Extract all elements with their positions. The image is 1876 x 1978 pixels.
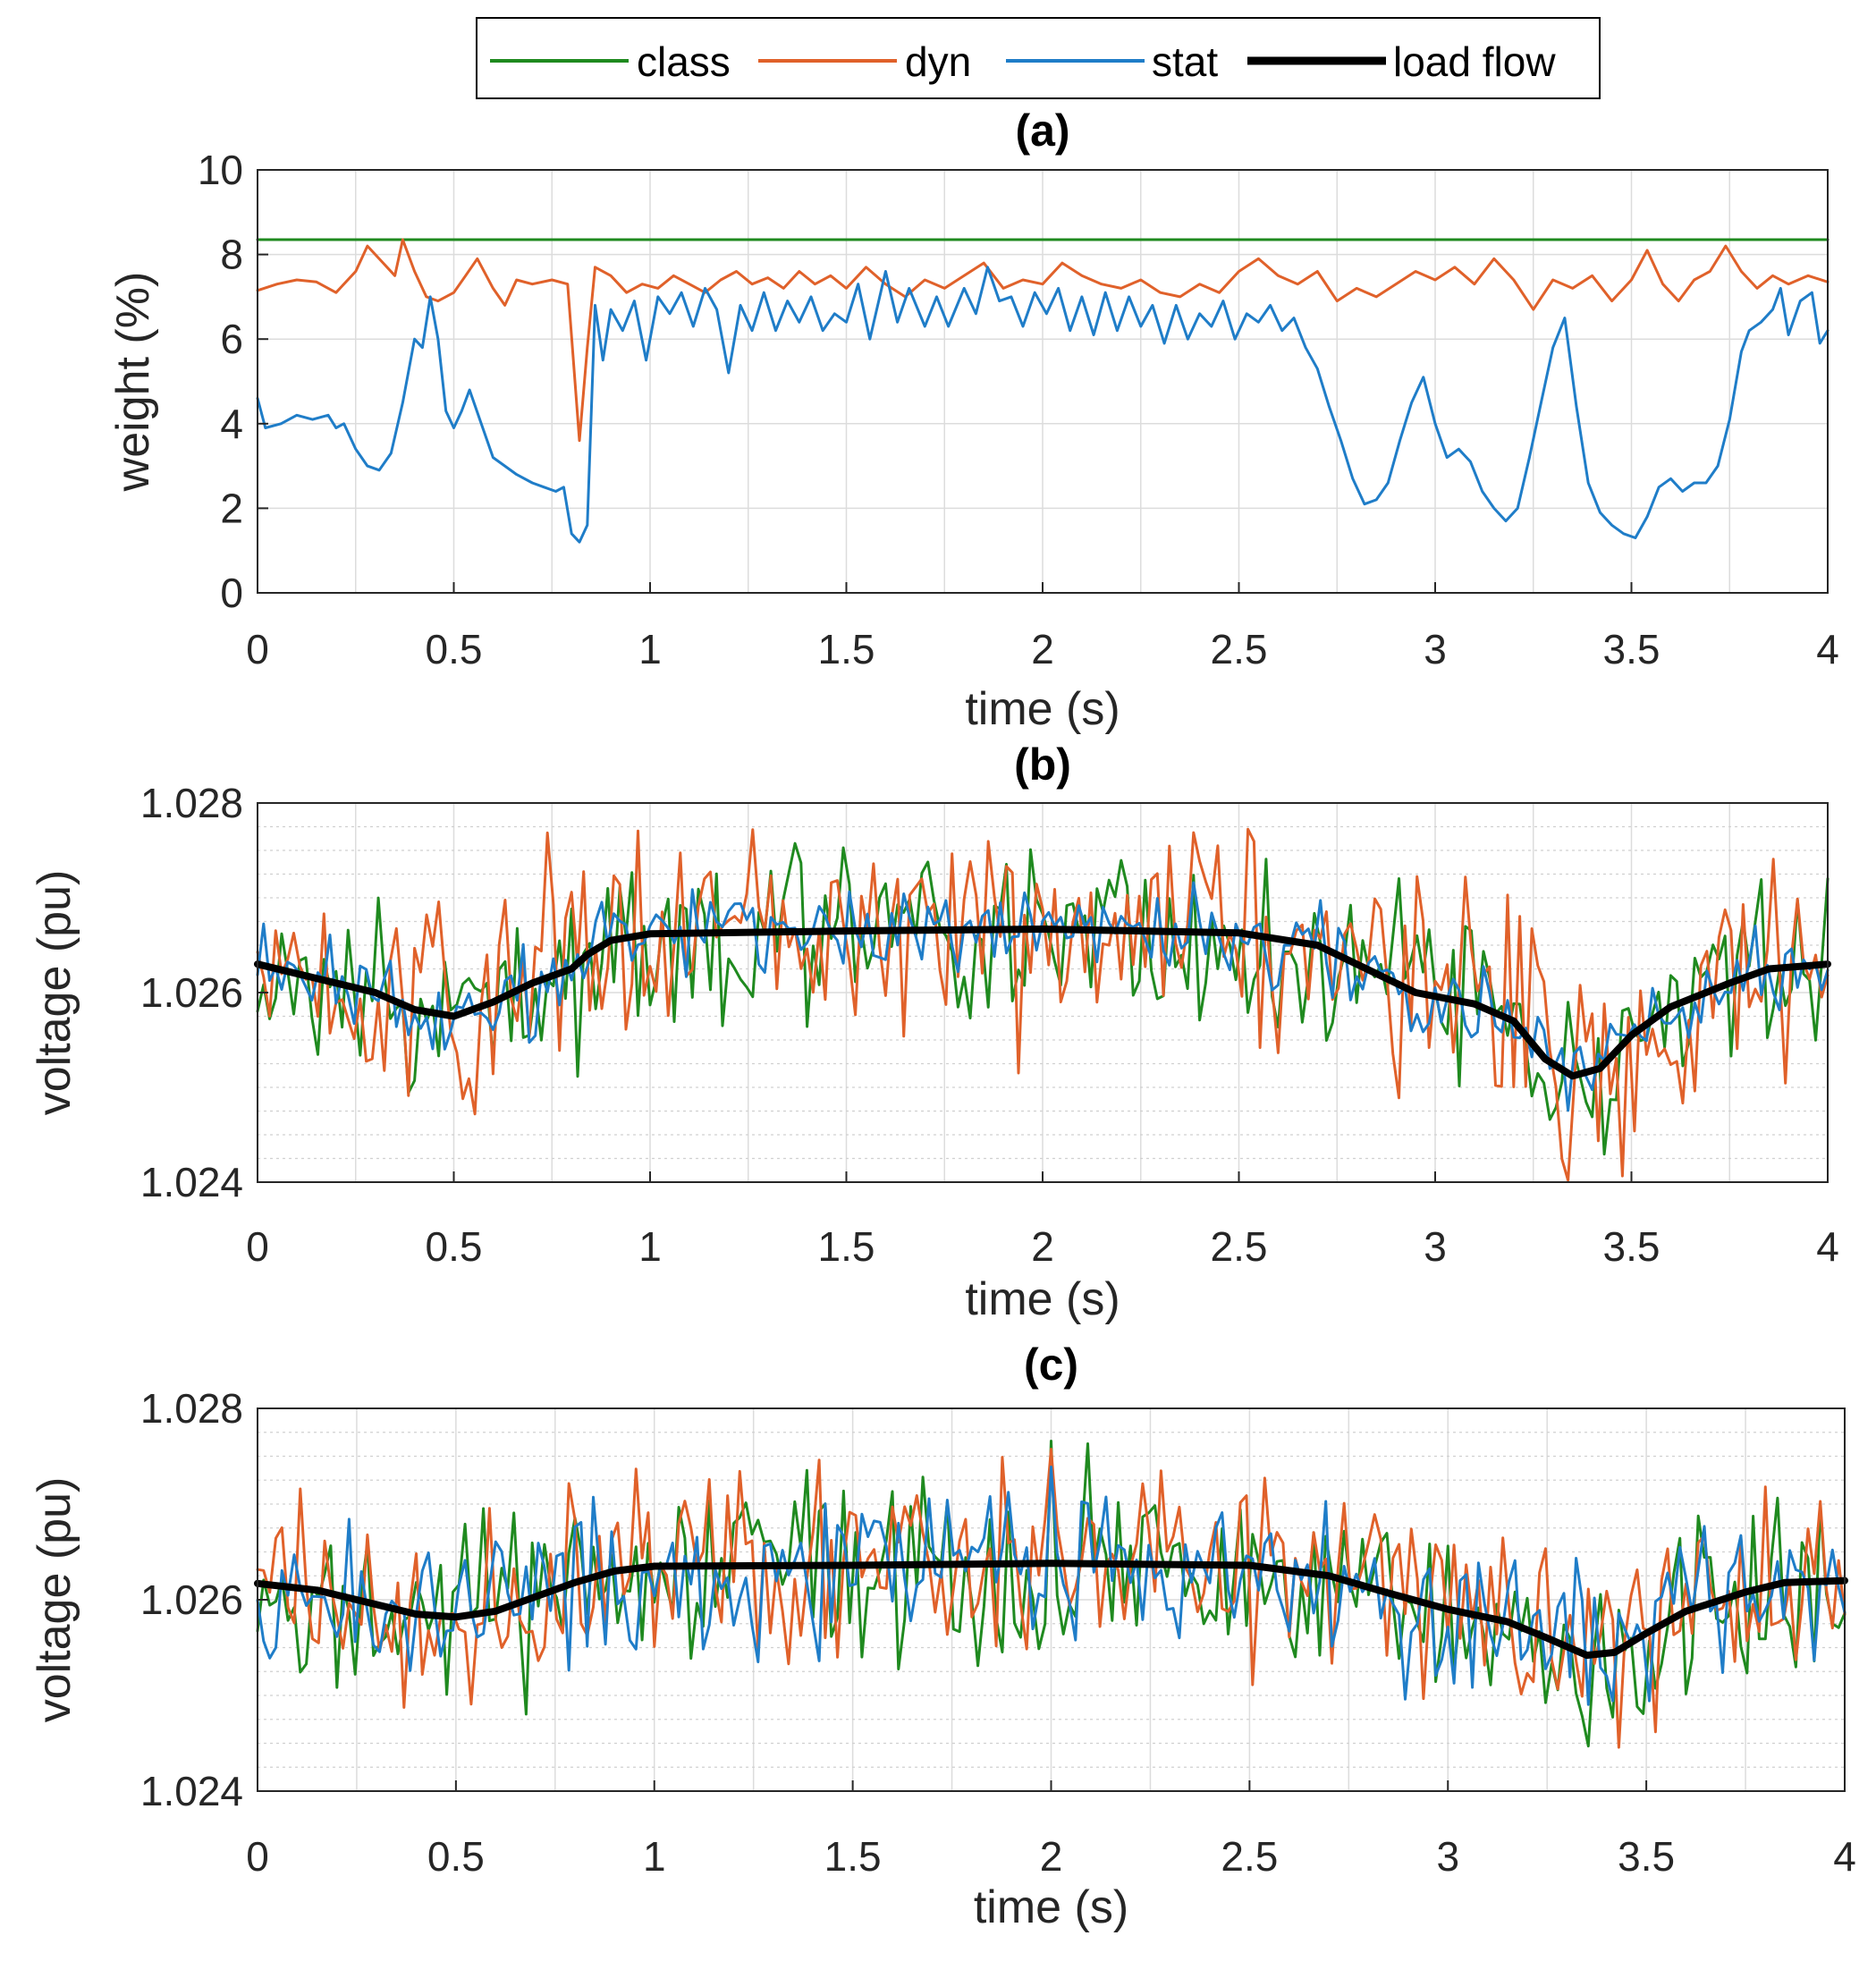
series-line-b-load-flow [254,926,1831,1080]
y-tick-label-a-0: 0 [220,570,243,616]
x-tick-label-b-1: 0.5 [426,1223,483,1270]
series-line-c-dyn [256,1448,1846,1749]
x-tick-label-b-6: 3 [1424,1223,1447,1270]
x-tick-label-c-3: 1.5 [824,1833,882,1880]
y-tick-label-a-5: 10 [198,147,243,193]
series-line-c-class [256,1440,1846,1748]
y-tick-label-a-3: 6 [220,316,243,362]
panel-title-c: (c) [1024,1340,1078,1390]
panel-title-b: (b) [1014,740,1071,790]
series-line-a-dyn [256,238,1830,443]
panel-a: 0 0.5 1 1.5 2 2.5 3 3.5 4 0 2 4 6 8 10 (a) time (s) weigh… [107,106,1839,735]
x-tick-label-c-7: 3.5 [1618,1833,1675,1880]
x-axis-label-a: time (s) [965,683,1120,735]
y-tick-label-c-0: 1.024 [140,1768,243,1814]
y-tick-label-a-2: 4 [220,401,243,447]
y-axis-label-c: voltage (pu) [29,1477,80,1723]
series-line-b-stat [256,881,1830,1112]
series-line-a-stat [256,266,1830,544]
x-tick-label-c-2: 1 [643,1833,666,1880]
x-tick-label-b-3: 1.5 [818,1223,875,1270]
y-tick-label-a-4: 8 [220,232,243,278]
x-tick-label-a-8: 4 [1816,626,1839,672]
x-tick-label-c-0: 0 [246,1833,269,1880]
series-line-b-dyn [256,827,1830,1182]
panel-c: 0 0.5 1 1.5 2 2.5 3 3.5 4 1.024 1.026 1.028 (c) time … [29,1340,1856,1933]
x-tick-label-c-8: 4 [1833,1833,1856,1880]
legend-label-class: class [637,38,731,85]
x-tick-label-c-4: 2 [1040,1833,1063,1880]
y-tick-label-a-1: 2 [220,485,243,531]
x-tick-label-b-2: 1 [638,1223,662,1270]
y-tick-label-b-0: 1.024 [140,1159,243,1205]
x-tick-label-a-1: 0.5 [426,626,483,672]
x-tick-label-a-6: 3 [1424,626,1447,672]
x-tick-label-b-7: 3.5 [1603,1223,1661,1270]
legend-label-stat: stat [1152,38,1218,85]
x-tick-label-c-5: 2.5 [1221,1833,1278,1880]
y-tick-label-b-1: 1.026 [140,969,243,1016]
series-line-c-load-flow [254,1560,1848,1660]
x-tick-label-b-5: 2.5 [1211,1223,1268,1270]
x-tick-label-c-1: 0.5 [427,1833,485,1880]
y-axis-label-b: voltage (pu) [29,870,80,1116]
y-tick-label-c-1: 1.026 [140,1576,243,1623]
x-tick-label-b-4: 2 [1031,1223,1054,1270]
y-tick-label-c-2: 1.028 [140,1385,243,1432]
x-tick-label-a-0: 0 [246,626,269,672]
x-axis-label-c: time (s) [974,1881,1128,1933]
x-axis-label-b: time (s) [965,1273,1120,1325]
x-tick-label-b-0: 0 [246,1223,269,1270]
legend: class dyn stat load flow [476,17,1601,99]
panel-b: 0 0.5 1 1.5 2 2.5 3 3.5 4 1.024 1.026 1.028 (b) time … [29,740,1839,1325]
panel-title-a: (a) [1015,106,1069,156]
legend-label-dyn: dyn [905,38,971,85]
x-tick-label-a-7: 3.5 [1603,626,1661,672]
x-tick-label-c-6: 3 [1436,1833,1459,1880]
x-tick-label-a-4: 2 [1031,626,1054,672]
y-axis-label-a: weight (%) [107,272,159,493]
legend-label-load-flow: load flow [1393,38,1556,85]
x-tick-label-a-2: 1 [638,626,662,672]
y-tick-label-b-2: 1.028 [140,780,243,826]
x-tick-label-a-3: 1.5 [818,626,875,672]
legend-box [476,17,1601,99]
x-tick-label-b-8: 4 [1816,1223,1839,1270]
x-tick-label-a-5: 2.5 [1211,626,1268,672]
